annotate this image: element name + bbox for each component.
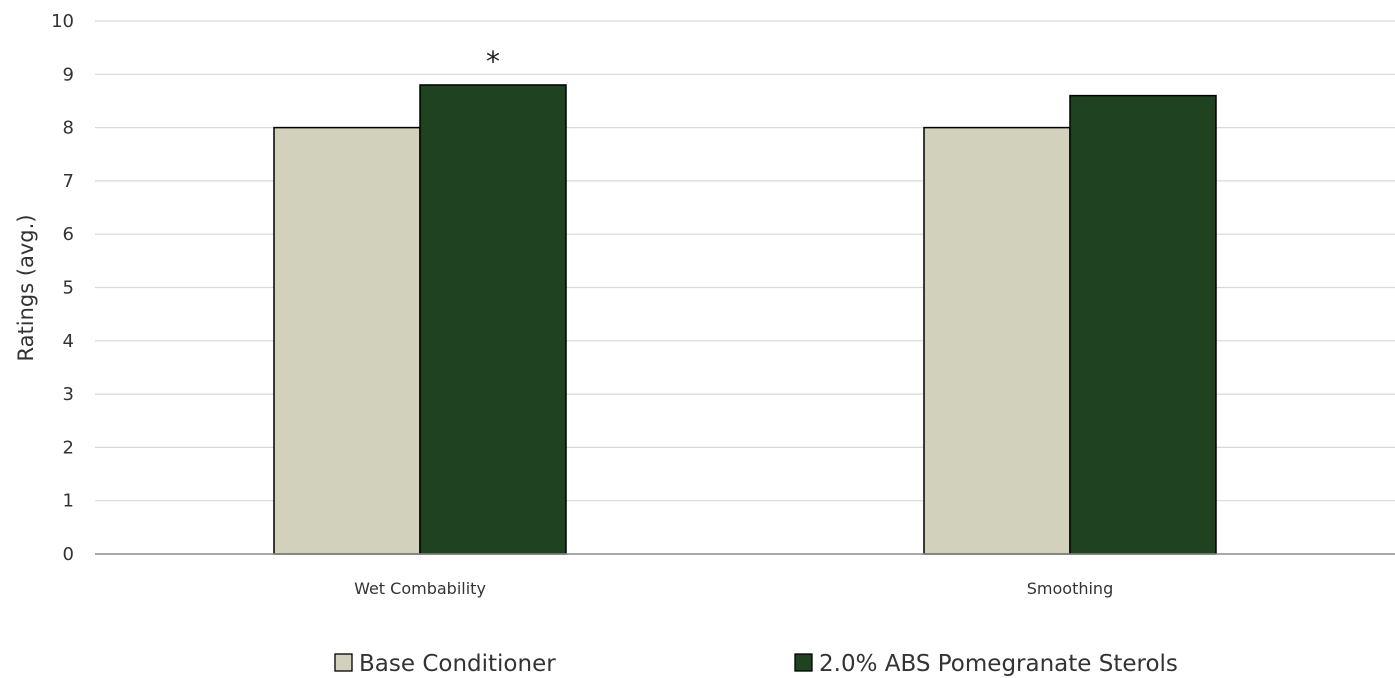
y-tick-labels: 0 1 2 3 4 5 6 7 8 9 10 [51,11,74,565]
bars [273,84,1217,555]
y-tick-label: 0 [63,544,74,565]
bar-base-conditioner-0 [273,126,421,555]
y-tick-label: 1 [63,491,74,512]
annotations: * [486,45,500,78]
y-tick-label: 3 [63,384,74,405]
y-tick-label: 2 [63,437,74,458]
legend-label: Base Conditioner [359,651,556,677]
x-category-label: Smoothing [1027,579,1113,598]
significance-asterisk: * [486,45,500,78]
y-tick-label: 5 [63,278,74,299]
legend-swatch [794,653,813,672]
legend-swatch [334,653,353,672]
y-tick-label: 8 [63,118,74,139]
bar-base-conditioner-1 [923,126,1071,555]
legend-label: 2.0% ABS Pomegranate Sterols [819,651,1178,677]
y-tick-label: 7 [63,171,74,192]
y-tick-label: 4 [63,331,74,352]
y-tick-label: 6 [63,224,74,245]
x-category-labels: Wet Combability Smoothing [354,579,1113,598]
bar-pomegranate-sterols-0 [419,84,567,555]
legend: Base Conditioner 2.0% ABS Pomegranate Ste… [334,651,1178,677]
y-tick-label: 10 [51,11,74,32]
y-tick-label: 9 [63,64,74,85]
y-axis-title: Ratings (avg.) [14,214,38,361]
x-category-label: Wet Combability [354,579,486,598]
bar-pomegranate-sterols-1 [1069,94,1217,555]
